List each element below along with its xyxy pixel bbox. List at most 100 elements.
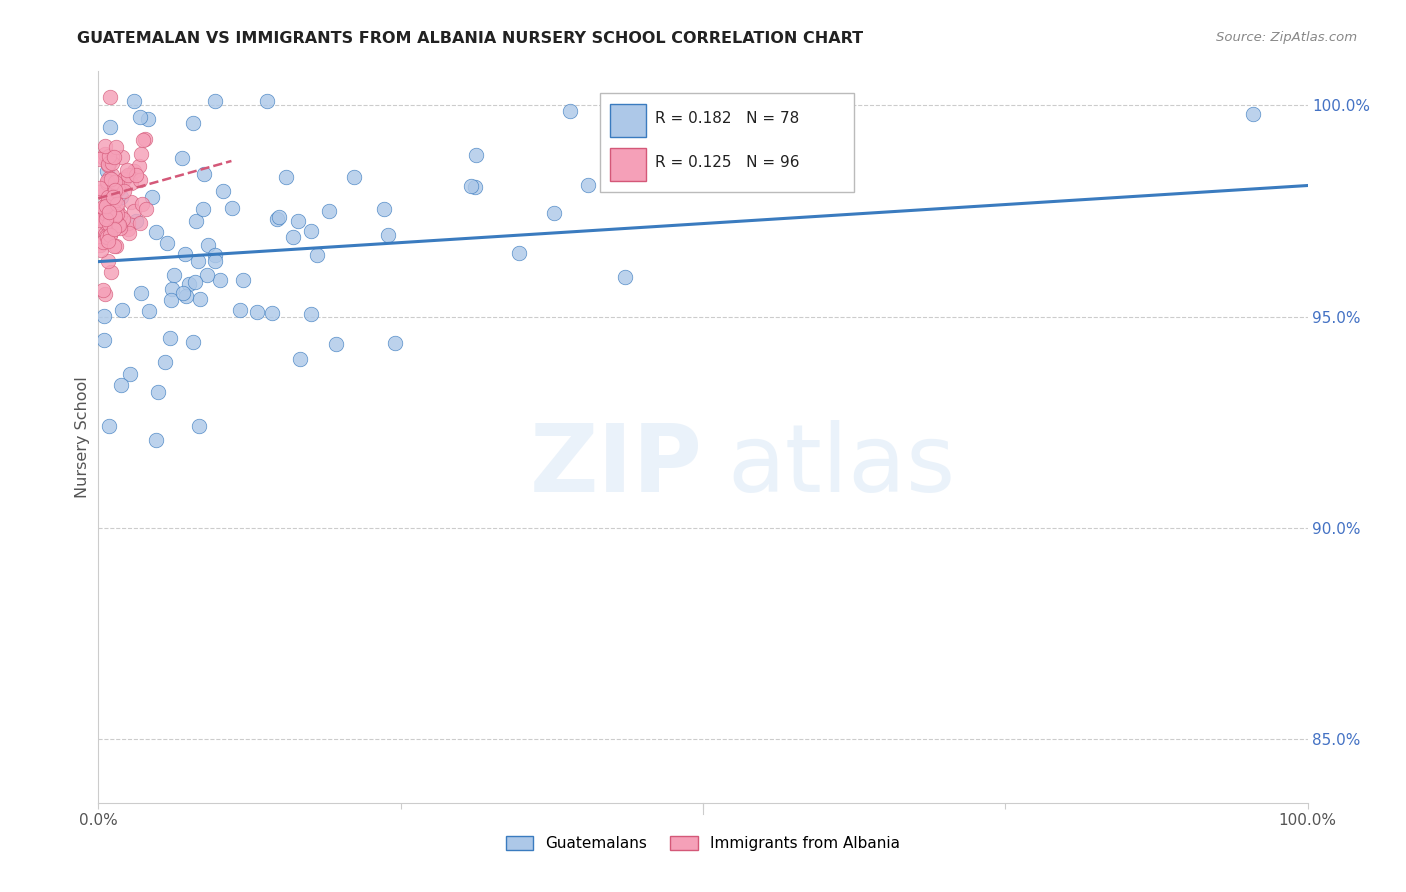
Point <box>112 184 135 198</box>
Point <box>204 254 226 268</box>
Point <box>94 199 117 213</box>
Point <box>558 104 581 119</box>
Point <box>103 203 125 218</box>
Point <box>111 150 134 164</box>
Point <box>128 216 150 230</box>
Point <box>104 239 127 253</box>
Point <box>105 203 128 218</box>
Point <box>465 147 488 161</box>
Point <box>96 176 118 190</box>
Point <box>90 184 112 198</box>
Point <box>181 116 204 130</box>
Point <box>145 433 167 447</box>
Point <box>117 221 139 235</box>
Point <box>105 196 128 211</box>
Point <box>96 164 118 178</box>
Point <box>112 212 135 227</box>
Point <box>112 171 135 186</box>
Point <box>212 185 235 199</box>
Point <box>91 201 114 215</box>
Point <box>100 216 122 230</box>
Point <box>98 227 121 242</box>
Point <box>98 89 121 103</box>
Point <box>245 305 267 319</box>
FancyBboxPatch shape <box>610 148 647 181</box>
Point <box>97 158 120 172</box>
Point <box>274 170 297 185</box>
Point <box>377 228 399 243</box>
Point <box>98 228 121 243</box>
Point <box>97 189 120 203</box>
Point <box>128 110 150 124</box>
Point <box>197 237 219 252</box>
Point <box>89 211 111 226</box>
Point <box>187 418 209 433</box>
Point <box>204 248 226 262</box>
Point <box>191 202 214 216</box>
Point <box>94 229 117 244</box>
Point <box>159 330 181 344</box>
Point <box>105 140 128 154</box>
Point <box>129 147 152 161</box>
Point <box>94 287 117 301</box>
Point <box>104 214 127 228</box>
Legend: Guatemalans, Immigrants from Albania: Guatemalans, Immigrants from Albania <box>499 830 907 857</box>
Point <box>136 112 159 126</box>
Point <box>96 216 118 230</box>
Point <box>93 222 115 236</box>
Point <box>104 209 127 223</box>
Text: R = 0.182   N = 78: R = 0.182 N = 78 <box>655 112 799 127</box>
Point <box>97 203 120 218</box>
Point <box>96 174 118 188</box>
Point <box>267 210 290 224</box>
Point <box>103 222 125 236</box>
Point <box>89 238 111 252</box>
Point <box>160 282 183 296</box>
Point <box>228 303 250 318</box>
Point <box>120 194 142 209</box>
Point <box>688 94 710 108</box>
Point <box>117 163 139 178</box>
Text: Source: ZipAtlas.com: Source: ZipAtlas.com <box>1216 31 1357 45</box>
Point <box>287 214 309 228</box>
Point <box>305 248 328 262</box>
Point <box>98 419 121 434</box>
Point <box>97 156 120 170</box>
Point <box>97 234 120 248</box>
Point <box>221 201 243 215</box>
Point <box>103 194 125 209</box>
Point <box>90 204 112 219</box>
Point <box>118 226 141 240</box>
Point <box>94 227 117 241</box>
Point <box>91 200 114 214</box>
FancyBboxPatch shape <box>610 104 647 137</box>
Point <box>174 289 197 303</box>
Point <box>107 182 129 196</box>
Point <box>98 210 121 224</box>
Text: atlas: atlas <box>727 420 956 512</box>
Point <box>122 203 145 218</box>
Point <box>160 293 183 307</box>
Point <box>100 265 122 279</box>
Point <box>94 139 117 153</box>
Point <box>103 179 125 194</box>
Point <box>128 159 150 173</box>
Point <box>343 170 366 185</box>
Point <box>117 216 139 230</box>
Point <box>104 184 127 198</box>
Point <box>129 285 152 300</box>
Point <box>110 179 132 194</box>
Point <box>90 243 112 257</box>
Point <box>134 132 156 146</box>
Point <box>256 94 278 108</box>
Point <box>98 120 121 134</box>
Point <box>93 309 115 323</box>
Point <box>172 285 194 300</box>
Point <box>101 190 124 204</box>
Point <box>281 230 304 244</box>
Point <box>195 268 218 282</box>
Point <box>138 304 160 318</box>
Point <box>208 273 231 287</box>
Point <box>172 151 194 165</box>
Point <box>107 218 129 232</box>
